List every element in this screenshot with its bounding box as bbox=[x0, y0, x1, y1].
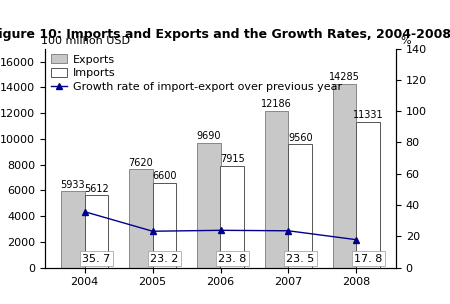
Text: 100 million USD: 100 million USD bbox=[40, 36, 130, 46]
Text: %: % bbox=[400, 36, 411, 46]
Title: Figure 10: Imports and Exports and the Growth Rates, 2004-2008: Figure 10: Imports and Exports and the G… bbox=[0, 28, 450, 40]
Bar bbox=[61, 191, 85, 268]
Text: 7620: 7620 bbox=[128, 158, 153, 168]
Text: 5612: 5612 bbox=[84, 184, 109, 194]
Text: 11331: 11331 bbox=[353, 110, 383, 120]
Bar bbox=[288, 144, 312, 268]
Legend: Exports, Imports, Growth rate of import-export over previous year: Exports, Imports, Growth rate of import-… bbox=[50, 54, 342, 92]
Bar bbox=[356, 122, 380, 268]
Bar bbox=[333, 84, 356, 268]
Text: 14285: 14285 bbox=[329, 72, 360, 82]
Text: 12186: 12186 bbox=[261, 99, 292, 109]
Text: 17. 8: 17. 8 bbox=[354, 254, 382, 264]
Bar bbox=[85, 195, 108, 268]
Text: 9560: 9560 bbox=[288, 133, 313, 143]
Text: 23. 2: 23. 2 bbox=[150, 254, 179, 264]
Bar bbox=[129, 169, 153, 268]
Text: 35. 7: 35. 7 bbox=[82, 254, 111, 264]
Text: 7915: 7915 bbox=[220, 154, 245, 164]
Text: 9690: 9690 bbox=[196, 131, 221, 141]
Bar bbox=[265, 111, 288, 268]
Text: 6600: 6600 bbox=[152, 171, 177, 181]
Bar bbox=[153, 182, 176, 268]
Bar bbox=[220, 166, 244, 268]
Text: 23. 8: 23. 8 bbox=[218, 254, 247, 264]
Text: 5933: 5933 bbox=[60, 180, 85, 190]
Bar bbox=[197, 143, 220, 268]
Text: 23. 5: 23. 5 bbox=[286, 254, 315, 264]
